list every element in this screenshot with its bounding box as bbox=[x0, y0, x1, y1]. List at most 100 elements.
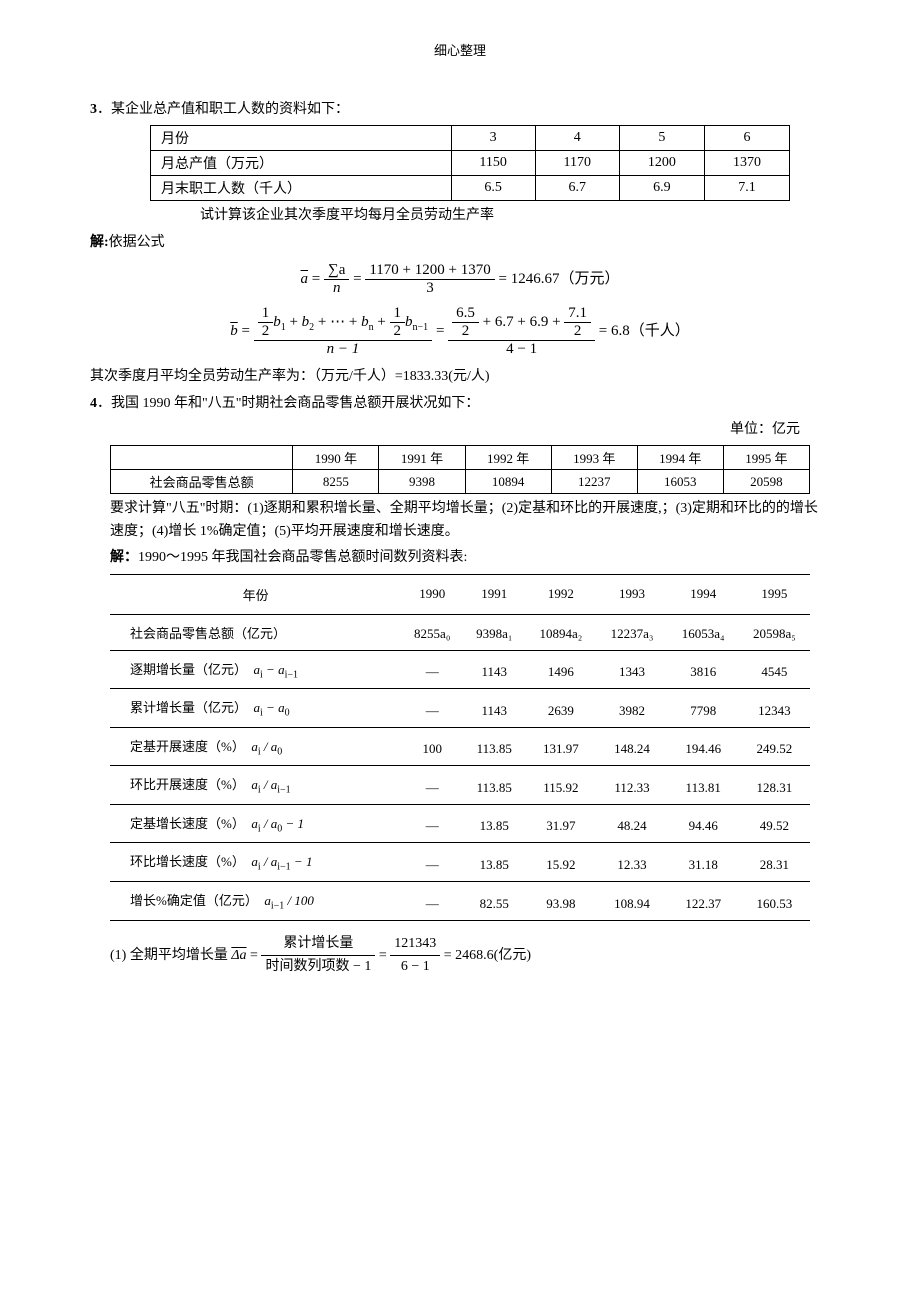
row-label: 社会商品零售总额（亿元） bbox=[110, 614, 401, 650]
part1-label: (1) 全期平均增长量 bbox=[110, 948, 228, 963]
cell: 122.37 bbox=[668, 882, 739, 921]
den: n − 1 bbox=[254, 341, 433, 358]
cell: 160.53 bbox=[739, 882, 810, 921]
q4-number: 4 bbox=[90, 396, 97, 411]
q4-big-table: 年份 1990 1991 1992 1993 1994 1995 社会商品零售总… bbox=[110, 574, 810, 921]
cell: 月末职工人数（千人） bbox=[151, 176, 452, 201]
cell: 6.5 bbox=[451, 176, 535, 201]
cell: 7.1 bbox=[704, 176, 789, 201]
cell: 1143 bbox=[463, 650, 525, 689]
solution-label: 解: bbox=[90, 235, 109, 250]
col-header: 1994 bbox=[668, 574, 739, 614]
cell: 12237a₃ bbox=[596, 614, 667, 650]
cell: 31.18 bbox=[668, 843, 739, 882]
cell: 115.92 bbox=[525, 766, 596, 805]
q4-part1: (1) 全期平均增长量 Δa = 累计增长量时间数列项数 − 1 = 12134… bbox=[90, 933, 830, 979]
cell: — bbox=[401, 882, 463, 921]
cell: 113.85 bbox=[463, 727, 525, 766]
cell: 1992 年 bbox=[465, 446, 551, 470]
page-header: 细心整理 bbox=[90, 40, 830, 59]
den2: 4 − 1 bbox=[448, 341, 595, 358]
solution-intro: 依据公式 bbox=[109, 235, 165, 250]
cell: 8255a₀ bbox=[401, 614, 463, 650]
cell: — bbox=[401, 843, 463, 882]
cell: 1991 年 bbox=[379, 446, 465, 470]
row-label: 环比开展速度（%） ai / ai−1 bbox=[110, 766, 401, 805]
col-header: 年份 bbox=[110, 574, 401, 614]
cell: 131.97 bbox=[525, 727, 596, 766]
q4-table: 1990 年 1991 年 1992 年 1993 年 1994 年 1995 … bbox=[110, 445, 810, 494]
val: 2468.6 bbox=[455, 948, 494, 963]
row-label: 环比增长速度（%） ai / ai−1 − 1 bbox=[110, 843, 401, 882]
cell: 13.85 bbox=[463, 843, 525, 882]
cell: 108.94 bbox=[596, 882, 667, 921]
cell: 社会商品零售总额 bbox=[111, 470, 293, 494]
cell: 12237 bbox=[551, 470, 637, 494]
table-row: 环比开展速度（%） ai / ai−1—113.85115.92112.3311… bbox=[110, 766, 810, 805]
table-row: 月末职工人数（千人） 6.5 6.7 6.9 7.1 bbox=[151, 176, 790, 201]
unit: （万元） bbox=[559, 271, 619, 287]
row-label: 增长%确定值（亿元） ai−1 / 100 bbox=[110, 882, 401, 921]
cell: 15.92 bbox=[525, 843, 596, 882]
cell: 1170 bbox=[535, 151, 619, 176]
cell: 16053 bbox=[637, 470, 723, 494]
num2: 121343 bbox=[390, 933, 440, 956]
q4-requirements: 要求计算"八五"时期：(1)逐期和累积增长量、全期平均增长量；(2)定基和环比的… bbox=[90, 498, 830, 543]
cell: 4545 bbox=[739, 650, 810, 689]
cell: 4 bbox=[535, 126, 619, 151]
cell: 1496 bbox=[525, 650, 596, 689]
cell: 20598a₅ bbox=[739, 614, 810, 650]
cell: 20598 bbox=[723, 470, 809, 494]
cell: 148.24 bbox=[596, 727, 667, 766]
cell: 82.55 bbox=[463, 882, 525, 921]
n-sym: n bbox=[324, 280, 349, 297]
row-label: 定基开展速度（%） ai / a0 bbox=[110, 727, 401, 766]
q4-solution-line: 解：1990～1995 年我国社会商品零售总额时间数列资料表: bbox=[90, 547, 830, 569]
table-header-row: 年份 1990 1991 1992 1993 1994 1995 bbox=[110, 574, 810, 614]
cell: 1990 年 bbox=[293, 446, 379, 470]
col-header: 1992 bbox=[525, 574, 596, 614]
col-header: 1990 bbox=[401, 574, 463, 614]
cell: — bbox=[401, 804, 463, 843]
cell: 3 bbox=[451, 126, 535, 151]
table-row: 社会商品零售总额（亿元）8255a₀9398a₁10894a₂12237a₃16… bbox=[110, 614, 810, 650]
table-row: 月总产值（万元） 1150 1170 1200 1370 bbox=[151, 151, 790, 176]
cell bbox=[111, 446, 293, 470]
q3-conclusion: 其次季度月平均全员劳动生产率为：（万元/千人）=1833.33(元/人) bbox=[90, 366, 830, 388]
table-row: 定基开展速度（%） ai / a0100113.85131.97148.2419… bbox=[110, 727, 810, 766]
cell: 194.46 bbox=[668, 727, 739, 766]
cell: 6.9 bbox=[619, 176, 704, 201]
cell: 1200 bbox=[619, 151, 704, 176]
cell: 113.85 bbox=[463, 766, 525, 805]
q3-table: 月份 3 4 5 6 月总产值（万元） 1150 1170 1200 1370 … bbox=[150, 125, 790, 201]
cell: 31.97 bbox=[525, 804, 596, 843]
col-header: 1991 bbox=[463, 574, 525, 614]
table-row: 月份 3 4 5 6 bbox=[151, 126, 790, 151]
cell: 10894 bbox=[465, 470, 551, 494]
solution-intro: 1990～1995 年我国社会商品零售总额时间数列资料表: bbox=[138, 550, 467, 565]
cell: 100 bbox=[401, 727, 463, 766]
q4-stem: 4．我国 1990 年和"八五"时期社会商品零售总额开展状况如下： bbox=[90, 393, 830, 415]
table-row: 1990 年 1991 年 1992 年 1993 年 1994 年 1995 … bbox=[111, 446, 810, 470]
sum-sym: ∑a bbox=[328, 262, 345, 278]
cell: 1343 bbox=[596, 650, 667, 689]
cell: 16053a₄ bbox=[668, 614, 739, 650]
cell: — bbox=[401, 650, 463, 689]
num: 1170 + 1200 + 1370 bbox=[365, 262, 494, 280]
q3-solution-line: 解:依据公式 bbox=[90, 232, 830, 254]
cell: 249.52 bbox=[739, 727, 810, 766]
cell: 7798 bbox=[668, 689, 739, 728]
col-header: 1995 bbox=[739, 574, 810, 614]
cell: 1995 年 bbox=[723, 446, 809, 470]
den: 3 bbox=[365, 280, 494, 297]
cell: 2639 bbox=[525, 689, 596, 728]
cell: — bbox=[401, 766, 463, 805]
row-label: 累计增长量（亿元） ai − a0 bbox=[110, 689, 401, 728]
den: 时间数列项数 − 1 bbox=[261, 956, 375, 978]
q3-stem-text: ．某企业总产值和职工人数的资料如下： bbox=[97, 102, 349, 117]
cell: 月份 bbox=[151, 126, 452, 151]
table-row: 环比增长速度（%） ai / ai−1 − 1—13.8515.9212.333… bbox=[110, 843, 810, 882]
unit-line: 单位：亿元 bbox=[90, 419, 830, 441]
formula-a: a = ∑an = 1170 + 1200 + 13703 = 1246.67（… bbox=[90, 262, 830, 297]
q3-number: 3 bbox=[90, 102, 97, 117]
